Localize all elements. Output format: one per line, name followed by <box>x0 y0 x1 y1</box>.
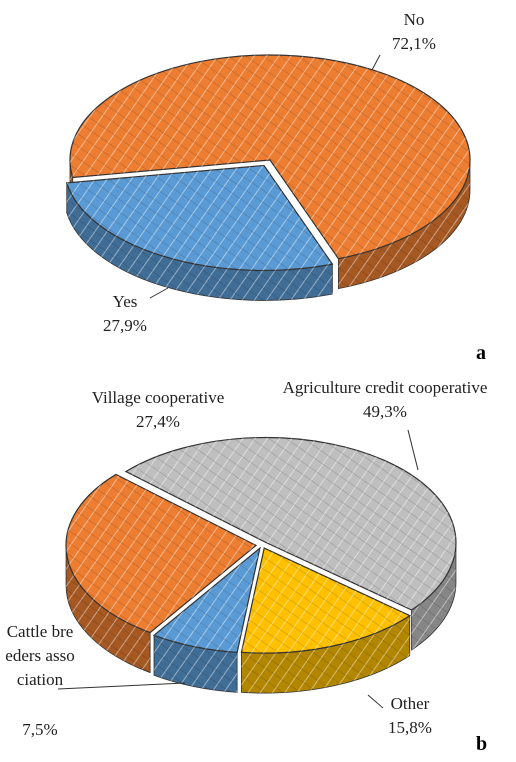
slice-label: Cattle breeders association <box>5 622 75 689</box>
slice-texture <box>153 548 260 653</box>
slice-texture <box>66 165 333 271</box>
slice-value-label: 7,5% <box>22 720 58 739</box>
slice-label: Agriculture credit cooperative <box>282 378 488 397</box>
slice-side-texture <box>241 615 410 694</box>
leader-line <box>367 694 384 709</box>
slice-value-label: 15,8% <box>388 718 432 737</box>
leader-line <box>407 429 419 471</box>
slice-value-label: 49,3% <box>363 402 407 421</box>
leader-line <box>149 287 169 299</box>
slice-side-texture <box>153 635 238 693</box>
slice-value-label: 27,9% <box>103 316 147 335</box>
slice-texture <box>69 54 471 259</box>
slice-texture <box>241 548 410 654</box>
slice-value-label: 72,1% <box>392 34 436 53</box>
slice-side-texture <box>66 545 151 673</box>
slice-value-label: 27,4% <box>136 412 180 431</box>
panel-letter: b <box>476 733 488 755</box>
slice-label: No <box>403 10 425 29</box>
slice-texture <box>66 474 257 633</box>
leader-line <box>371 54 381 71</box>
slice-texture <box>125 437 456 611</box>
slice-label: Village cooperative <box>91 388 225 407</box>
slice-side-texture <box>411 542 456 651</box>
slice-side-texture <box>66 182 333 301</box>
panel-letter: a <box>476 342 486 364</box>
slice-label: Other <box>390 694 430 713</box>
slice-label: Yes <box>112 292 138 311</box>
slice-side-texture <box>338 160 470 289</box>
leader-line <box>57 682 186 690</box>
